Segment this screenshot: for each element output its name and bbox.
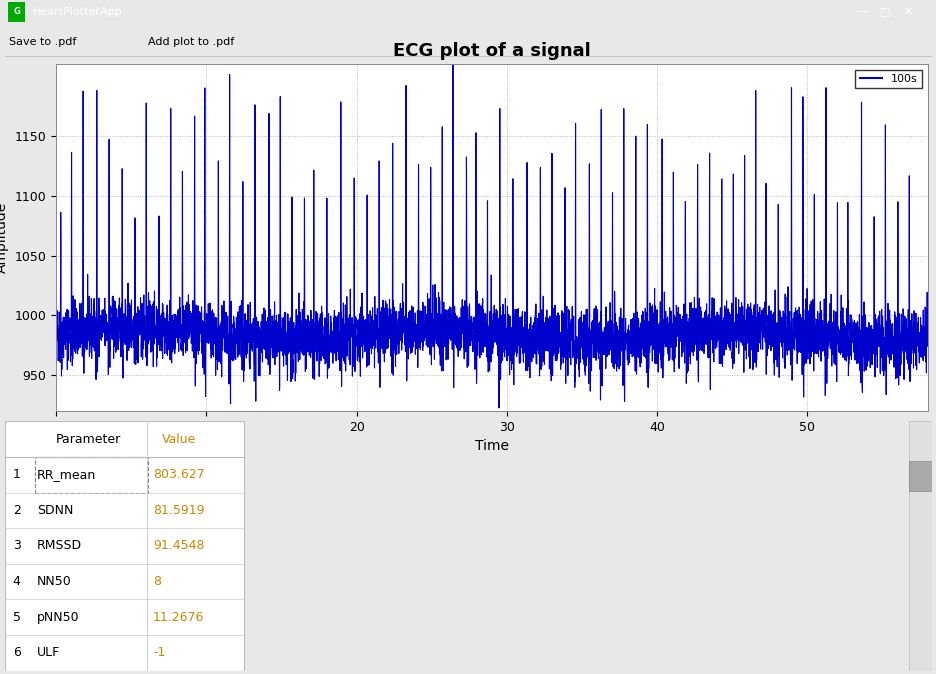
- Text: Add plot to .pdf: Add plot to .pdf: [148, 38, 234, 47]
- Text: SDNN: SDNN: [37, 503, 73, 517]
- Text: 8: 8: [153, 575, 161, 588]
- Bar: [908, 421, 931, 671]
- Text: G: G: [13, 7, 21, 16]
- Text: RR_mean: RR_mean: [37, 468, 96, 481]
- Text: 81.5919: 81.5919: [153, 503, 204, 517]
- Text: 2: 2: [13, 503, 21, 517]
- Bar: [8, 2, 25, 22]
- Text: 5: 5: [13, 611, 21, 623]
- Bar: [908, 461, 931, 491]
- Text: 6: 6: [13, 646, 21, 659]
- Text: 3: 3: [13, 539, 21, 553]
- Text: HeartPlotterApp: HeartPlotterApp: [33, 7, 122, 17]
- Title: ECG plot of a signal: ECG plot of a signal: [392, 42, 591, 60]
- Bar: [36, 457, 148, 493]
- Text: Save to .pdf: Save to .pdf: [9, 38, 77, 47]
- Text: -1: -1: [153, 646, 166, 659]
- Text: 11.2676: 11.2676: [153, 611, 204, 623]
- Text: ULF: ULF: [37, 646, 60, 659]
- Text: RMSSD: RMSSD: [37, 539, 82, 553]
- Text: —: —: [856, 7, 867, 16]
- Bar: [5, 421, 243, 671]
- Legend: 100s: 100s: [855, 69, 921, 88]
- Text: Parameter: Parameter: [55, 433, 121, 446]
- Y-axis label: Amplitude: Amplitude: [0, 202, 9, 273]
- Text: NN50: NN50: [37, 575, 72, 588]
- Text: 803.627: 803.627: [153, 468, 204, 481]
- Text: 91.4548: 91.4548: [153, 539, 204, 553]
- Text: ✕: ✕: [902, 7, 912, 16]
- Text: pNN50: pNN50: [37, 611, 80, 623]
- Text: 1: 1: [13, 468, 21, 481]
- Text: □: □: [879, 7, 889, 16]
- Text: 4: 4: [13, 575, 21, 588]
- Text: Value: Value: [162, 433, 196, 446]
- X-axis label: Time: Time: [475, 439, 508, 454]
